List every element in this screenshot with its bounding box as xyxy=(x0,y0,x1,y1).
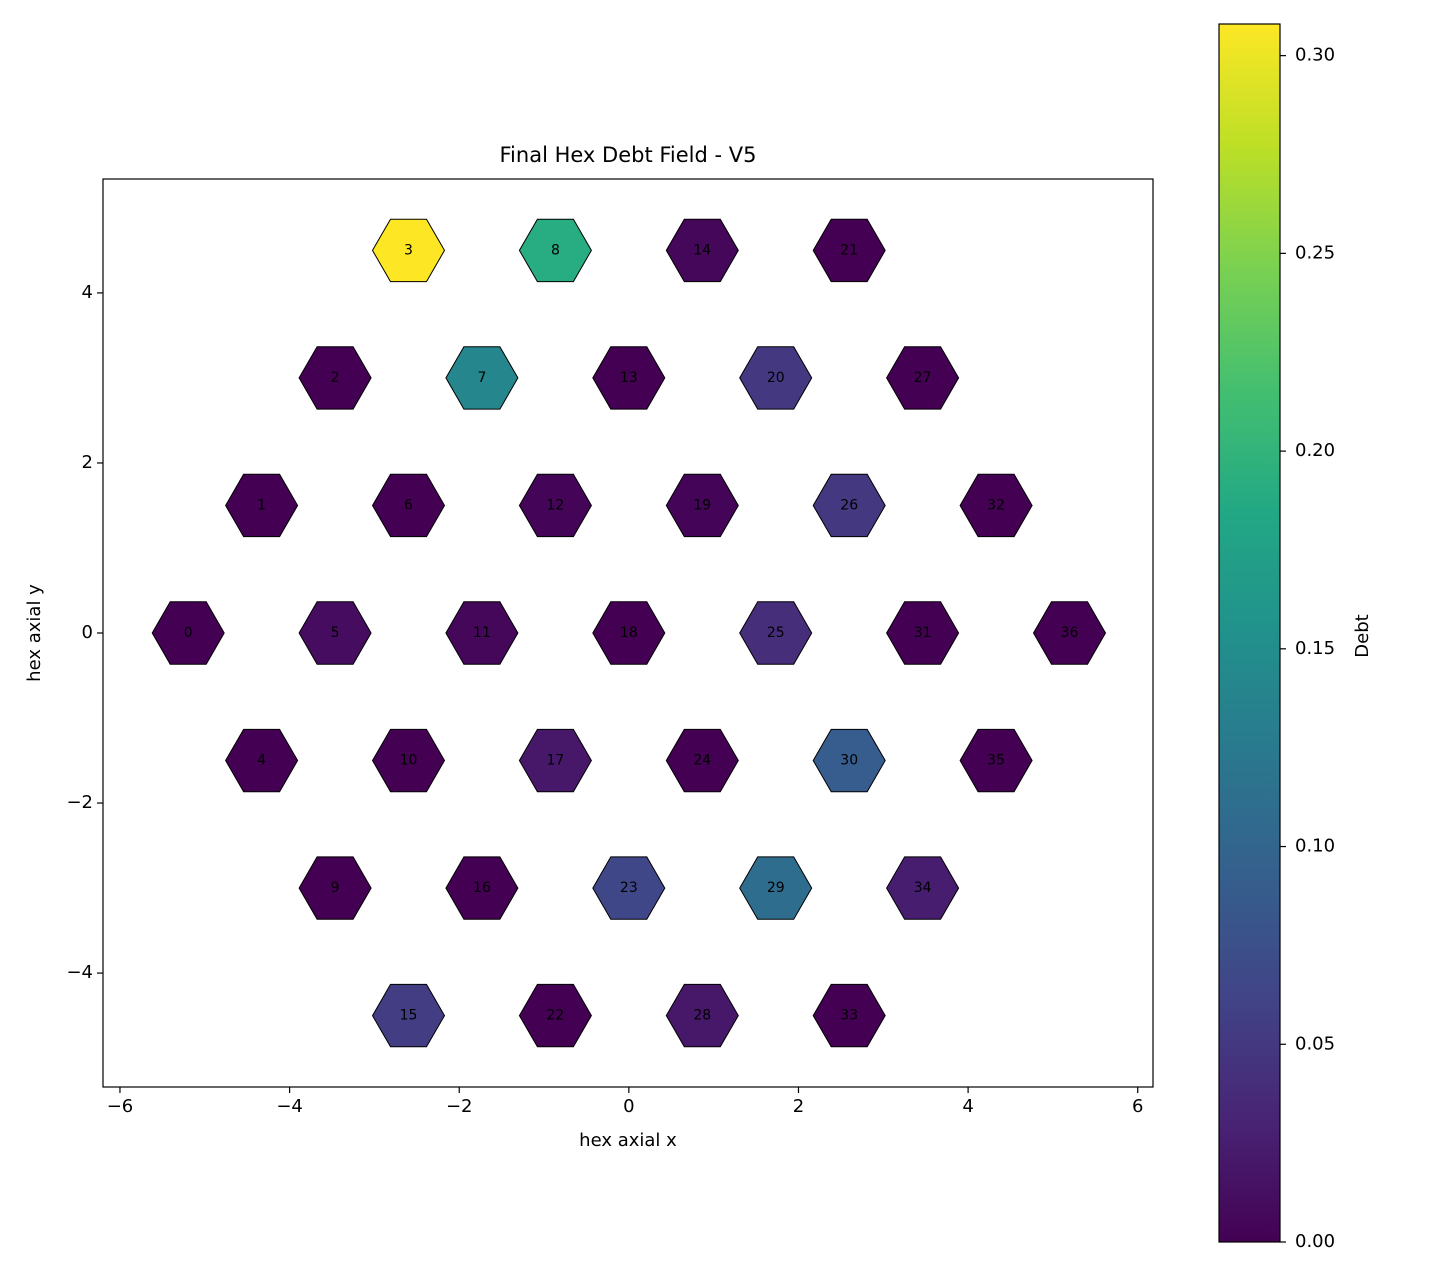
hex-cell xyxy=(371,983,446,1048)
hex-id: 7 xyxy=(477,370,486,386)
colorbar-tick-label: 0.20 xyxy=(1295,440,1335,461)
chart-title: Final Hex Debt Field - V5 xyxy=(500,143,757,167)
y-axis-label: hex axial y xyxy=(24,584,45,682)
hex-cell xyxy=(739,856,813,920)
hex-id: 29 xyxy=(767,880,785,896)
hex-id: 27 xyxy=(914,370,932,386)
hex-id: 2 xyxy=(331,370,340,386)
hex-cell xyxy=(371,728,446,793)
hex-id: 10 xyxy=(400,753,418,769)
hex-id: 24 xyxy=(693,753,711,769)
hex-cell xyxy=(592,601,666,665)
hex-cell xyxy=(886,346,960,410)
x-axis-label: hex axial x xyxy=(579,1130,677,1151)
colorbar-tick-label: 0.10 xyxy=(1295,836,1335,857)
hex-cell xyxy=(1032,601,1107,665)
hex-id: 36 xyxy=(1061,625,1079,641)
hex-cell xyxy=(959,728,1033,793)
hex-cell xyxy=(445,601,519,665)
hex-id: 13 xyxy=(620,370,638,386)
hex-cell xyxy=(518,728,592,793)
hex-id: 4 xyxy=(257,753,266,769)
hex-id: 31 xyxy=(914,625,932,641)
x-tick-label: −6 xyxy=(107,1096,134,1117)
colorbar xyxy=(1218,23,1281,1243)
hex-cell xyxy=(592,346,666,410)
colorbar-label: Debt xyxy=(1352,614,1373,657)
x-tick-label: 6 xyxy=(1132,1096,1143,1117)
hex-cell xyxy=(298,346,372,410)
hex-id: 8 xyxy=(551,242,560,258)
hex-cell xyxy=(518,218,592,283)
hex-id: 26 xyxy=(840,497,858,513)
hex-cell xyxy=(812,983,886,1048)
hex-cell xyxy=(371,473,446,538)
hex-id: 6 xyxy=(404,497,413,513)
y-tick-label: −2 xyxy=(66,792,93,813)
hex-cell xyxy=(886,601,960,665)
colorbar-tick-label: 0.00 xyxy=(1295,1231,1335,1252)
hex-id: 22 xyxy=(546,1008,564,1024)
hex-cell xyxy=(592,856,666,920)
hex-cell xyxy=(739,346,813,410)
hex-id: 5 xyxy=(331,625,340,641)
y-tick-label: −4 xyxy=(66,962,93,983)
hex-id: 32 xyxy=(987,497,1005,513)
hex-cell xyxy=(371,218,446,283)
hex-id: 33 xyxy=(840,1008,858,1024)
hex-id: 34 xyxy=(914,880,932,896)
hex-cell xyxy=(225,473,299,538)
hex-cell xyxy=(739,601,813,665)
hex-cell xyxy=(665,473,739,538)
hex-cell xyxy=(665,218,739,283)
hex-cell xyxy=(518,473,592,538)
hex-id: 20 xyxy=(767,370,785,386)
hex-cell xyxy=(225,728,299,793)
hex-id: 15 xyxy=(400,1008,418,1024)
hex-id: 18 xyxy=(620,625,638,641)
x-tick-label: 0 xyxy=(623,1096,634,1117)
x-tick-label: 4 xyxy=(962,1096,973,1117)
hex-id: 35 xyxy=(987,753,1005,769)
hex-id: 0 xyxy=(184,625,193,641)
hex-cell xyxy=(665,728,739,793)
hex-cell xyxy=(151,601,225,665)
y-tick-label: 0 xyxy=(82,622,93,643)
hex-cell xyxy=(812,218,886,283)
hex-id: 14 xyxy=(693,242,711,258)
hex-id: 3 xyxy=(404,242,413,258)
hex-cell xyxy=(298,856,372,920)
hex-id: 17 xyxy=(546,753,564,769)
hex-id: 9 xyxy=(331,880,340,896)
hex-id: 1 xyxy=(257,497,266,513)
hex-cell xyxy=(812,473,886,538)
x-tick-label: 2 xyxy=(793,1096,804,1117)
y-tick-label: 4 xyxy=(82,282,93,303)
hex-id: 28 xyxy=(693,1008,711,1024)
hex-id: 23 xyxy=(620,880,638,896)
hex-cell xyxy=(959,473,1033,538)
x-tick-label: −4 xyxy=(276,1096,303,1117)
colorbar-tick-label: 0.25 xyxy=(1295,242,1335,263)
hex-id: 12 xyxy=(546,497,564,513)
hex-cell xyxy=(812,728,886,793)
hex-cell xyxy=(665,983,739,1048)
y-tick-label: 2 xyxy=(82,452,93,473)
colorbar-tick-label: 0.15 xyxy=(1295,638,1335,659)
hex-cell xyxy=(298,601,372,665)
hex-cell xyxy=(886,856,960,920)
hex-cell xyxy=(518,983,592,1048)
colorbar-tick-label: 0.05 xyxy=(1295,1033,1335,1054)
hex-cell xyxy=(445,856,519,920)
hex-id: 30 xyxy=(840,753,858,769)
colorbar-tick-label: 0.30 xyxy=(1295,45,1335,66)
hex-id: 11 xyxy=(473,625,491,641)
hex-cell xyxy=(445,346,519,410)
hex-id: 21 xyxy=(840,242,858,258)
hex-id: 16 xyxy=(473,880,491,896)
hex-id: 19 xyxy=(693,497,711,513)
hex-id: 25 xyxy=(767,625,785,641)
x-tick-label: −2 xyxy=(446,1096,473,1117)
